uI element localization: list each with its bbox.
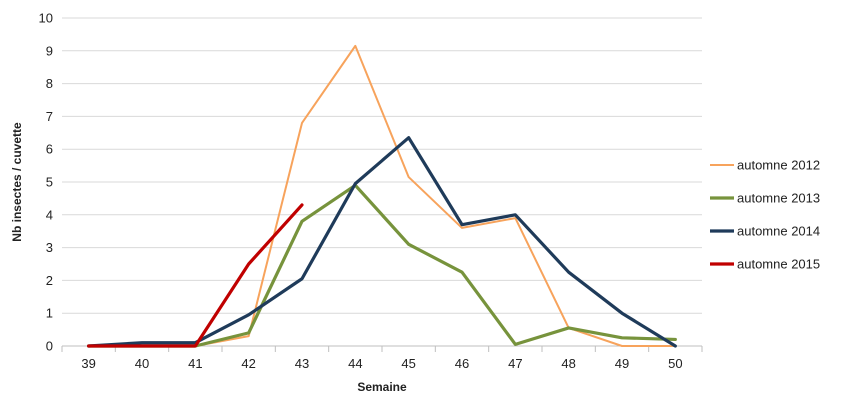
x-tick-label-41: 41 — [188, 356, 202, 371]
x-tick-label-50: 50 — [668, 356, 682, 371]
x-tick-label-40: 40 — [135, 356, 149, 371]
x-tick-label-44: 44 — [348, 356, 362, 371]
y-tick-label-10: 10 — [39, 11, 53, 26]
y-tick-label-2: 2 — [46, 273, 53, 288]
y-tick-label-9: 9 — [46, 43, 53, 58]
x-tick-label-48: 48 — [561, 356, 575, 371]
y-tick-label-1: 1 — [46, 306, 53, 321]
legend-label-automne-2013: automne 2013 — [737, 191, 820, 206]
series-line-automne-2015 — [87, 203, 304, 348]
y-tick-label-4: 4 — [46, 207, 53, 222]
x-tick-label-47: 47 — [508, 356, 522, 371]
legend-label-automne-2014: automne 2014 — [737, 224, 820, 239]
y-tick-label-5: 5 — [46, 175, 53, 190]
y-tick-label-3: 3 — [46, 240, 53, 255]
gridlines — [62, 17, 702, 314]
y-tick-label-0: 0 — [46, 339, 53, 354]
x-tick-label-43: 43 — [295, 356, 309, 371]
legend: automne 2012 automne 2013 automne 2014 auto… — [710, 158, 820, 272]
y-tick-label-6: 6 — [46, 142, 53, 157]
legend-label-automne-2012: automne 2012 — [737, 158, 820, 173]
x-tick-label-45: 45 — [401, 356, 415, 371]
x-tick-label-49: 49 — [615, 356, 629, 371]
x-axis-title: Semaine — [357, 380, 407, 394]
series-line-automne-2012 — [87, 44, 677, 347]
series-lines — [87, 44, 677, 348]
series-line-automne-2014 — [87, 136, 677, 348]
y-axis-title: Nb insectes / cuvette — [10, 122, 24, 242]
legend-label-automne-2015: automne 2015 — [737, 257, 820, 272]
x-tick-label-39: 39 — [81, 356, 95, 371]
y-tick-label-7: 7 — [46, 109, 53, 124]
x-tick-label-42: 42 — [241, 356, 255, 371]
series-line-automne-2013 — [87, 183, 677, 348]
y-tick-label-8: 8 — [46, 76, 53, 91]
x-tick-label-46: 46 — [455, 356, 469, 371]
